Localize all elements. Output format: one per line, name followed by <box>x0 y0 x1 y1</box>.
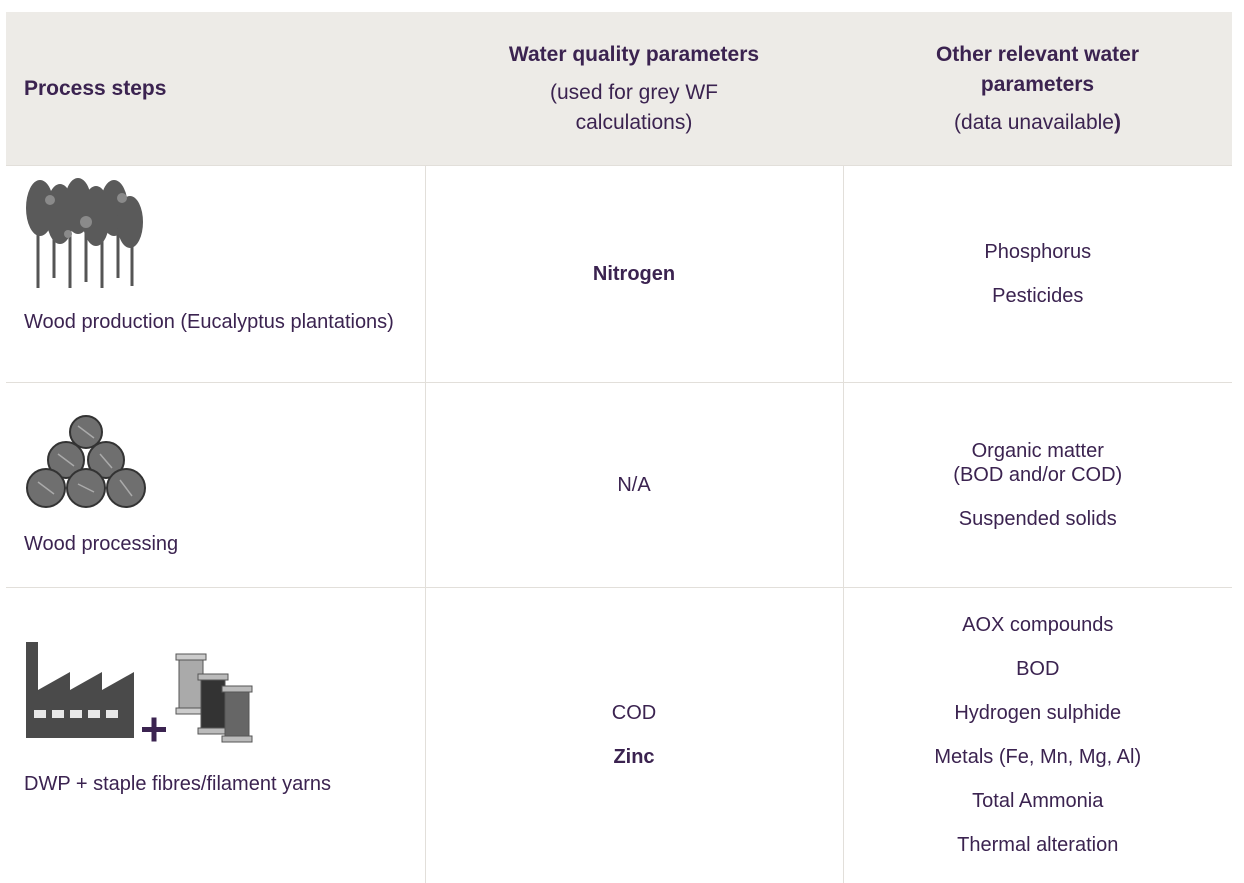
parameter: Phosphorus <box>844 240 1233 264</box>
parameter: Thermal alteration <box>844 833 1233 857</box>
header-row: Process steps Water quality parameters (… <box>6 12 1232 166</box>
row: DWP + staple fibres/filament yarns COD Zi… <box>6 588 1232 883</box>
header-text: Process steps <box>24 77 166 100</box>
header-cell: Other relevant water parameters (data un… <box>843 12 1232 166</box>
parameter: Suspended solids <box>844 507 1233 531</box>
parameter: Total Ammonia <box>844 789 1233 813</box>
parameter: Metals (Fe, Mn, Mg, Al) <box>844 745 1233 769</box>
page: {"header": {"process": "Process steps", … <box>0 0 1244 882</box>
step-cell: DWP + staple fibres/filament yarns <box>6 588 425 883</box>
header-cell: Process steps <box>6 12 425 166</box>
other-cell: Organic matter (BOD and/or COD) Suspended… <box>843 383 1232 588</box>
quality-cell: Nitrogen <box>425 166 843 383</box>
step-cell: Wood production (Eucalyptus plantations) <box>6 166 425 383</box>
table: Process steps Water quality parameters (… <box>6 12 1232 883</box>
header-note: (data unavailable <box>954 111 1114 134</box>
parameter: N/A <box>426 473 843 497</box>
row: Wood production (Eucalyptus plantations)… <box>6 166 1232 383</box>
parameter: Zinc <box>426 745 843 769</box>
header-text: Other relevant water parameters <box>843 40 1232 100</box>
other-cell: AOX compounds BOD Hydrogen sulphide Metals … <box>843 588 1232 883</box>
step-text: DWP + staple fibres/filament yarns <box>24 768 425 800</box>
step-text: Wood production (Eucalyptus plantations) <box>24 306 425 338</box>
other-cell: Phosphorus Pesticides <box>843 166 1232 383</box>
parameter: Organic matter (BOD and/or COD) <box>844 439 1233 487</box>
row: Wood processing N/A Organic matter (BOD … <box>6 383 1232 588</box>
step-text: Wood processing <box>24 528 425 560</box>
quality-cell: N/A <box>425 383 843 588</box>
header-cell: Water quality parameters (used for grey … <box>425 12 843 166</box>
header-note: (used for grey WF calculations) <box>425 78 843 138</box>
parameter: Nitrogen <box>426 262 843 286</box>
parameter: COD <box>426 701 843 725</box>
tree-icon <box>24 178 154 290</box>
parameter: Hydrogen sulphide <box>844 701 1233 725</box>
step-cell: Wood processing <box>6 383 425 588</box>
quality-cell: COD Zinc <box>425 588 843 883</box>
header-text: Water quality parameters <box>425 40 843 70</box>
parameter: Pesticides <box>844 284 1233 308</box>
parameter: BOD <box>844 657 1233 681</box>
log-icon <box>24 414 148 508</box>
header-note: ) <box>1114 111 1121 134</box>
factory-icon <box>24 640 264 752</box>
parameter: AOX compounds <box>844 613 1233 637</box>
